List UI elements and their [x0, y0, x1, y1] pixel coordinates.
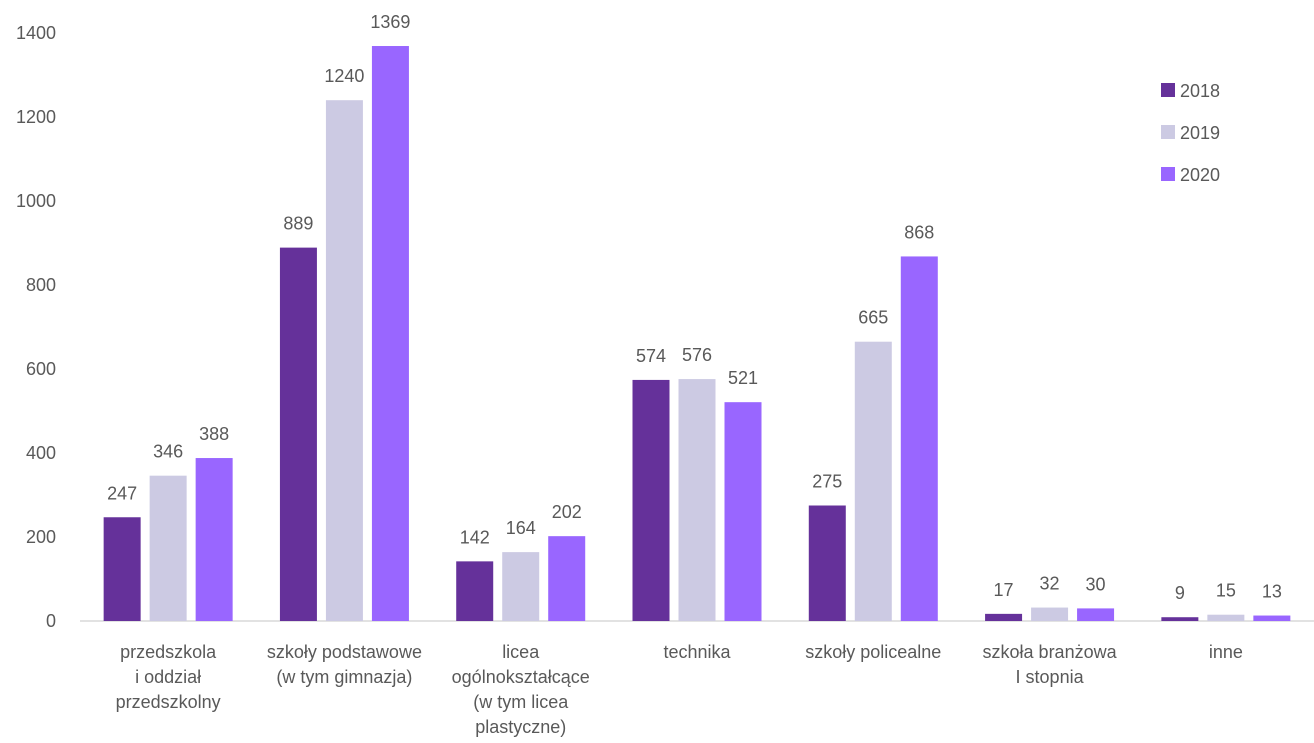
- bars: 247 346 388 889 1240 1369 142 164 202 574 576 521 27…: [103, 12, 1291, 621]
- legend-label: 2019: [1180, 123, 1220, 143]
- category-label: licea: [502, 642, 540, 662]
- bar-2020: [1077, 608, 1115, 621]
- data-label: 576: [682, 345, 712, 365]
- bar-2018: [279, 247, 317, 621]
- bar-2020: [1253, 615, 1291, 621]
- data-label: 1240: [324, 66, 364, 86]
- bar-2018: [103, 517, 141, 621]
- category-label: szkoły policealne: [805, 642, 941, 662]
- bar-2019: [325, 100, 363, 621]
- data-label: 1369: [370, 12, 410, 32]
- data-label: 32: [1040, 574, 1060, 594]
- data-label: 13: [1262, 582, 1282, 602]
- bar-2019: [1031, 607, 1069, 621]
- y-tick-label: 1200: [16, 107, 56, 127]
- y-tick-label: 600: [26, 359, 56, 379]
- data-label: 9: [1175, 583, 1185, 603]
- data-label: 15: [1216, 581, 1236, 601]
- category-label: ogólnokształcące: [452, 667, 590, 687]
- legend-label: 2020: [1180, 165, 1220, 185]
- data-label: 868: [904, 222, 934, 242]
- data-label: 164: [506, 518, 536, 538]
- y-tick-label: 200: [26, 527, 56, 547]
- bar-2020: [195, 458, 233, 621]
- category-label: i oddział: [135, 667, 201, 687]
- bar-2018: [985, 613, 1023, 621]
- data-label: 346: [153, 442, 183, 462]
- data-label: 142: [460, 527, 490, 547]
- category-label: I stopnia: [1016, 667, 1085, 687]
- data-label: 247: [107, 483, 137, 503]
- x-axis: przedszkola i oddział przedszkolny szkoły p…: [116, 642, 1243, 737]
- category-label: inne: [1209, 642, 1243, 662]
- bar-2018: [456, 561, 494, 621]
- data-label: 889: [283, 214, 313, 234]
- y-tick-label: 1400: [16, 23, 56, 43]
- legend-swatch-2020: [1161, 167, 1175, 181]
- data-label: 574: [636, 346, 666, 366]
- category-label: (w tym licea: [473, 692, 569, 712]
- y-tick-label: 800: [26, 275, 56, 295]
- category-label: technika: [663, 642, 731, 662]
- bar-2020: [371, 46, 409, 621]
- legend-swatch-2019: [1161, 125, 1175, 139]
- data-label: 275: [812, 472, 842, 492]
- y-tick-label: 400: [26, 443, 56, 463]
- category-label: przedszkolny: [116, 692, 221, 712]
- legend: 2018 2019 2020: [1161, 81, 1220, 185]
- data-label: 665: [858, 308, 888, 328]
- bar-2019: [678, 379, 716, 621]
- bar-2018: [808, 505, 846, 621]
- data-label: 17: [994, 580, 1014, 600]
- y-axis: 0 200 400 600 800 1000 1200 1400: [16, 23, 56, 631]
- y-tick-label: 1000: [16, 191, 56, 211]
- category-label: szkoła branżowa: [983, 642, 1118, 662]
- category-label: szkoły podstawowe: [267, 642, 422, 662]
- category-label: przedszkola: [120, 642, 217, 662]
- bar-2020: [724, 402, 762, 621]
- legend-label: 2018: [1180, 81, 1220, 101]
- bar-2020: [900, 256, 938, 621]
- category-label: plastyczne): [475, 717, 566, 737]
- bar-2019: [502, 552, 540, 621]
- y-tick-label: 0: [46, 611, 56, 631]
- legend-swatch-2018: [1161, 83, 1175, 97]
- data-label: 388: [199, 424, 229, 444]
- data-label: 30: [1086, 574, 1106, 594]
- data-label: 202: [552, 502, 582, 522]
- bar-2018: [632, 379, 670, 621]
- data-label: 521: [728, 368, 758, 388]
- bar-2018: [1161, 617, 1199, 621]
- bar-2019: [149, 475, 187, 621]
- bar-2020: [548, 536, 586, 621]
- bar-2019: [854, 341, 892, 621]
- bar-2019: [1207, 614, 1245, 621]
- category-label: (w tym gimnazja): [276, 667, 412, 687]
